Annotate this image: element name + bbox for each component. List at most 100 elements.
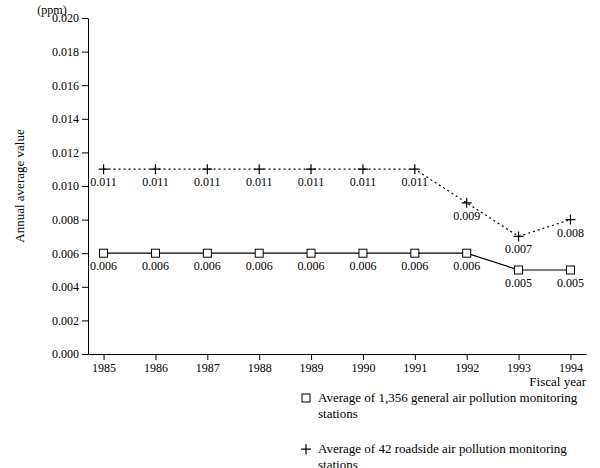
- marker-shape: [462, 198, 472, 208]
- data-label: 0.006: [246, 259, 273, 273]
- y-tick-mark: [82, 119, 88, 120]
- y-tick: 0.016: [52, 79, 88, 93]
- legend-label: Average of 1,356 general air pollution m…: [318, 390, 581, 421]
- series-marker: [566, 266, 574, 274]
- series-marker: [515, 266, 523, 274]
- y-tick: 0.006: [52, 247, 88, 261]
- y-tick: 0.000: [52, 347, 88, 361]
- x-tick-label: 1987: [196, 361, 220, 375]
- marker-shape: [358, 164, 368, 174]
- y-tick-mark: [82, 18, 88, 19]
- x-tick-label: 1985: [92, 361, 116, 375]
- series-marker: [462, 198, 472, 208]
- marker-shape: [150, 164, 160, 174]
- x-tick-mark: [467, 354, 468, 360]
- x-tick-label: 1991: [403, 361, 427, 375]
- legend-label: Average of 42 roadside air pollution mon…: [318, 441, 570, 468]
- y-tick-mark: [82, 253, 88, 254]
- x-tick-mark: [259, 354, 260, 360]
- x-tick: 1988: [248, 354, 272, 375]
- marker-shape: [202, 164, 212, 174]
- y-tick-label: 0.006: [52, 247, 79, 261]
- marker-shape: [203, 249, 211, 257]
- data-label: 0.008: [557, 226, 584, 240]
- x-tick-mark: [155, 354, 156, 360]
- y-tick: 0.018: [52, 45, 88, 59]
- marker-shape: [254, 164, 264, 174]
- x-tick-label: 1986: [144, 361, 168, 375]
- x-tick-mark: [363, 354, 364, 360]
- y-axis: 0.0000.0020.0040.0060.0080.0100.0120.014…: [52, 11, 89, 361]
- data-label: 0.006: [349, 259, 376, 273]
- series-marker: [565, 215, 575, 225]
- series-marker: [100, 249, 108, 257]
- data-label: 0.006: [194, 259, 221, 273]
- y-tick: 0.012: [52, 146, 88, 160]
- series-marker: [358, 164, 368, 174]
- x-tick: 1987: [196, 354, 220, 375]
- x-axis-title: Fiscal year: [529, 374, 586, 389]
- series-line: [104, 253, 571, 270]
- data-label: 0.006: [401, 259, 428, 273]
- data-label: 0.007: [505, 242, 532, 256]
- x-tick: 1990: [351, 354, 375, 375]
- data-label: 0.009: [453, 209, 480, 223]
- y-tick-mark: [82, 186, 88, 187]
- y-tick-label: 0.016: [52, 79, 79, 93]
- data-label: 0.011: [402, 175, 429, 189]
- series-marker: [202, 164, 212, 174]
- y-tick: 0.004: [52, 280, 88, 294]
- x-tick: 1993: [507, 354, 531, 375]
- marker-shape: [411, 249, 419, 257]
- y-tick-label: 0.002: [52, 314, 79, 328]
- x-tick: 1994: [559, 354, 583, 375]
- x-tick-label: 1993: [507, 361, 531, 375]
- data-label: 0.011: [298, 175, 325, 189]
- data-label: 0.011: [350, 175, 377, 189]
- series-marker: [411, 249, 419, 257]
- marker-shape: [255, 249, 263, 257]
- series-marker: [255, 249, 263, 257]
- legend-marker: [301, 444, 311, 454]
- data-labels: 0.0060.0060.0060.0060.0060.0060.0060.006…: [90, 175, 584, 290]
- y-tick-mark: [82, 320, 88, 321]
- y-axis-title: Annual average value: [12, 129, 27, 243]
- data-label: 0.011: [90, 175, 117, 189]
- plot-marks: [99, 164, 576, 274]
- series-marker: [306, 164, 316, 174]
- series-marker: [203, 249, 211, 257]
- y-tick-mark: [82, 52, 88, 53]
- y-tick: 0.002: [52, 314, 88, 328]
- legend-marker-shape: [301, 444, 311, 454]
- y-tick-mark: [82, 354, 88, 355]
- x-tick-mark: [311, 354, 312, 360]
- series-marker: [410, 164, 420, 174]
- legend: Average of 1,356 general air pollution m…: [301, 390, 581, 468]
- series-marker: [463, 249, 471, 257]
- series-line: [104, 169, 571, 236]
- marker-shape: [100, 249, 108, 257]
- data-label: 0.005: [557, 276, 584, 290]
- x-tick: 1985: [92, 354, 116, 375]
- y-tick: 0.014: [52, 112, 88, 126]
- marker-shape: [515, 266, 523, 274]
- x-tick: 1992: [455, 354, 479, 375]
- data-label: 0.006: [298, 259, 325, 273]
- data-label: 0.005: [505, 276, 532, 290]
- x-tick-label: 1988: [248, 361, 272, 375]
- y-tick-label: 0.014: [52, 112, 79, 126]
- marker-shape: [410, 164, 420, 174]
- x-tick: 1991: [403, 354, 427, 375]
- series-marker: [359, 249, 367, 257]
- marker-shape: [151, 249, 159, 257]
- series-marker: [254, 164, 264, 174]
- data-label: 0.006: [453, 259, 480, 273]
- x-tick-mark: [207, 354, 208, 360]
- marker-shape: [307, 249, 315, 257]
- x-tick-mark: [519, 354, 520, 360]
- series-marker: [151, 249, 159, 257]
- data-label: 0.011: [194, 175, 221, 189]
- x-tick-label: 1994: [559, 361, 583, 375]
- y-unit-annotation: (ppm): [37, 3, 66, 17]
- x-axis: 1985198619871988198919901991199219931994: [89, 354, 587, 375]
